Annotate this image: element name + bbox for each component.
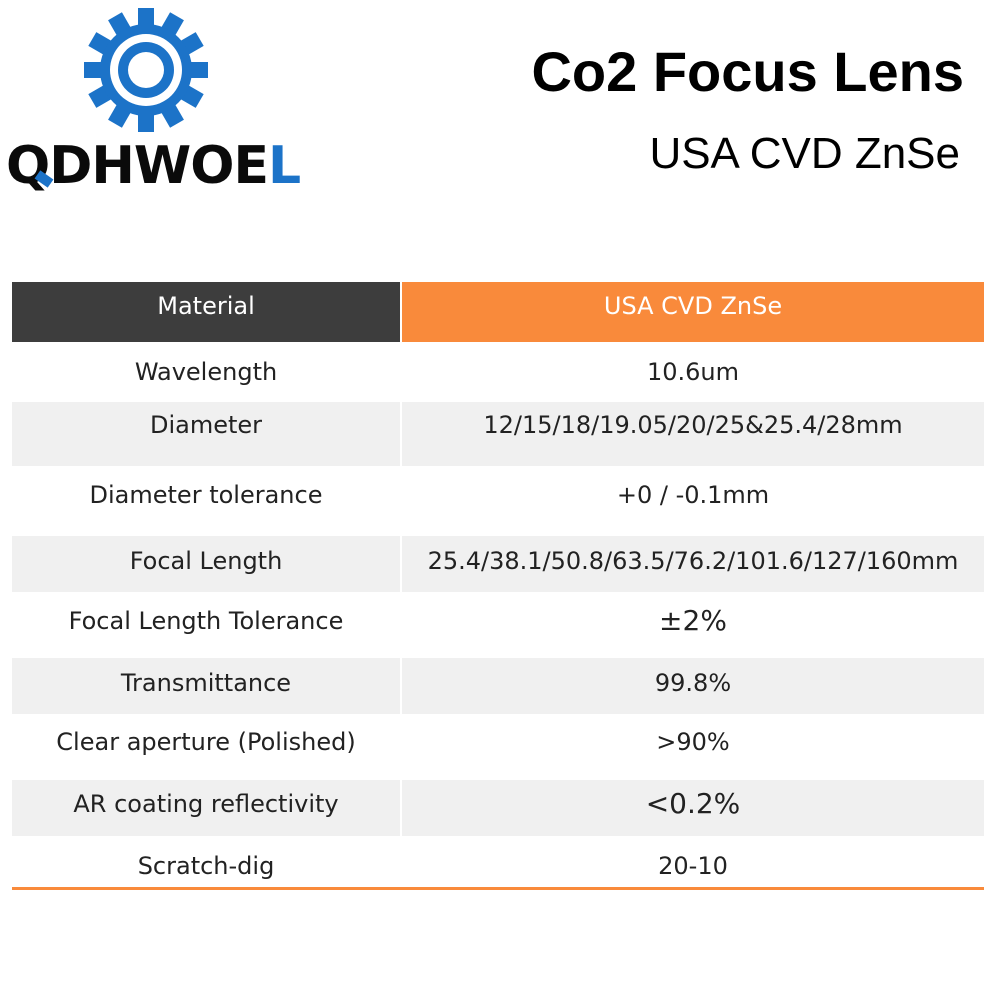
table-bottom-rule [12,887,984,890]
header-value-cell: USA CVD ZnSe [402,282,984,342]
row-value: 20-10 [402,840,984,888]
row-value: <0.2% [402,780,984,836]
row-value: +0 / -0.1mm [402,470,984,532]
row-value: ±2% [402,596,984,654]
table-header-row: Material USA CVD ZnSe [12,282,984,346]
table-row: Transmittance 99.8% [12,658,984,718]
row-label: Diameter [12,402,400,466]
row-label: Clear aperture (Polished) [12,718,400,776]
gear-icon [84,8,208,132]
table-row: AR coating reflectivity <0.2% [12,780,984,840]
page-title: Co2 Focus Lens [531,40,964,103]
row-value: 25.4/38.1/50.8/63.5/76.2/101.6/127/160mm [402,536,984,592]
brand-logo-text: QDHWOEL [6,136,301,196]
table-row: Clear aperture (Polished) >90% [12,718,984,780]
table-row: Wavelength 10.6um [12,346,984,402]
spec-table: Material USA CVD ZnSe Wavelength 10.6um … [12,282,984,892]
table-row: Focal Length 25.4/38.1/50.8/63.5/76.2/10… [12,536,984,596]
row-label: Focal Length [12,536,400,592]
row-label: Wavelength [12,346,400,398]
row-label: Transmittance [12,658,400,714]
row-label: Focal Length Tolerance [12,596,400,654]
brand-name-prefix: QDHWOE [6,136,269,196]
row-value: 10.6um [402,346,984,398]
row-label: Diameter tolerance [12,470,400,532]
row-value: 99.8% [402,658,984,714]
row-label: Scratch-dig [12,840,400,888]
table-row: Diameter tolerance +0 / -0.1mm [12,470,984,536]
table-row: Diameter 12/15/18/19.05/20/25&25.4/28mm [12,402,984,470]
table-row: Focal Length Tolerance ±2% [12,596,984,658]
row-value: >90% [402,718,984,776]
brand-name-suffix: L [267,136,301,196]
page-subtitle: USA CVD ZnSe [649,129,960,178]
row-label: AR coating reflectivity [12,780,400,836]
row-value: 12/15/18/19.05/20/25&25.4/28mm [402,402,984,466]
header-label-cell: Material [12,282,400,342]
table-row: Scratch-dig 20-10 [12,840,984,892]
